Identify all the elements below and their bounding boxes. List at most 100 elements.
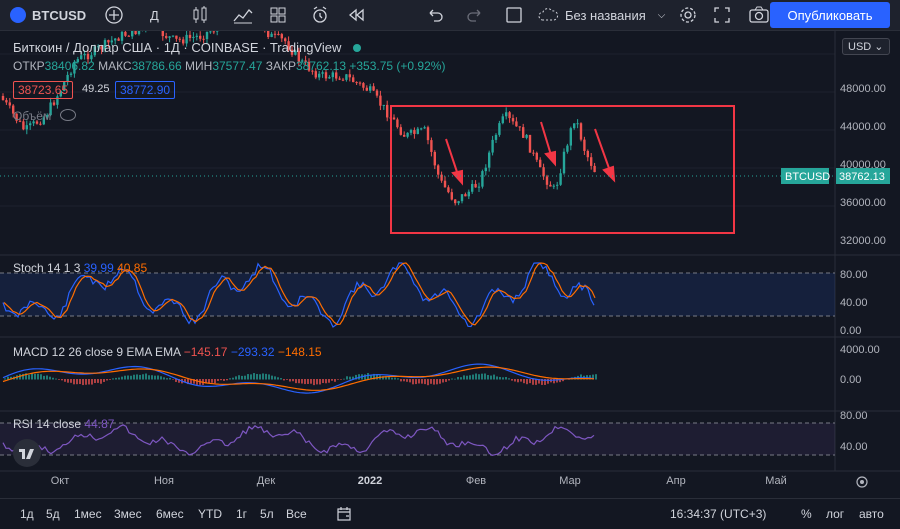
- log-toggle[interactable]: лог: [826, 507, 845, 521]
- sell-price-button[interactable]: 38723.65: [13, 81, 74, 99]
- bitcoin-logo-icon: [10, 7, 26, 23]
- alert-icon: [313, 6, 327, 23]
- range-6m[interactable]: 6мес: [156, 507, 184, 521]
- alert-button[interactable]: [310, 0, 330, 30]
- stoch-tick: 80.00: [840, 269, 868, 281]
- rsi-label: RSI 14 close: [13, 417, 82, 431]
- snapshot-button[interactable]: [748, 0, 770, 30]
- range-ytd[interactable]: YTD: [198, 507, 222, 521]
- clock[interactable]: 16:34:37 (UTC+3): [670, 507, 767, 521]
- camera-icon: [749, 6, 769, 23]
- high-label: МАКС: [98, 59, 132, 73]
- layout-button[interactable]: [504, 0, 524, 30]
- undo-button[interactable]: [426, 0, 444, 30]
- eye-icon[interactable]: [60, 109, 76, 121]
- stoch-band: [0, 273, 835, 316]
- stoch-d-value: 40.85: [117, 261, 148, 275]
- percent-toggle[interactable]: %: [801, 507, 812, 521]
- settings-button[interactable]: [678, 0, 698, 30]
- range-1d[interactable]: 1д: [20, 507, 34, 521]
- range-5y[interactable]: 5л: [260, 507, 274, 521]
- status-dot: [353, 44, 362, 52]
- bars-icon: [193, 6, 207, 23]
- low-value: 37577.47: [212, 59, 263, 73]
- rsi-band: [0, 423, 835, 455]
- open-value: 38406.82: [44, 59, 95, 73]
- layout-name-button[interactable]: Без названия ⌵: [537, 0, 665, 30]
- close-label: ЗАКР: [265, 59, 296, 73]
- undo-icon: [429, 9, 443, 22]
- range-1m[interactable]: 1мес: [74, 507, 102, 521]
- auto-toggle[interactable]: авто: [859, 507, 884, 521]
- symbol-tag: [781, 168, 829, 184]
- price-candles: [1, 31, 596, 206]
- macd-histogram: [4, 373, 597, 386]
- time-tick: Дек: [257, 475, 276, 487]
- settings-icon: [680, 7, 696, 23]
- range-1y[interactable]: 1г: [236, 507, 248, 521]
- chevron-down-icon: ⌄: [874, 41, 884, 53]
- time-tick: Май: [765, 475, 787, 487]
- publish-button[interactable]: Опубликовать: [770, 2, 890, 28]
- stoch-tick: 40.00: [840, 297, 868, 309]
- buy-price-button[interactable]: 38772.90: [115, 81, 176, 99]
- time-tick: Мар: [559, 475, 581, 487]
- macd-signal-line: [2, 366, 595, 391]
- chart-area[interactable]: Окт Ноя Дек 2022 Фев Мар Апр Май 48000.0…: [0, 31, 900, 497]
- calendar-icon: [337, 507, 351, 521]
- layout-name: Без названия: [565, 7, 646, 23]
- price-tick: 48000.00: [840, 83, 886, 95]
- chart-title[interactable]: Биткоин / Доллар США · 1Д · COINBASE · T…: [13, 40, 362, 55]
- fullscreen-icon: [714, 7, 730, 23]
- symbol-tag-label: BTCUSD: [785, 171, 830, 183]
- compare-button[interactable]: [104, 0, 124, 30]
- price-tick: 44000.00: [840, 121, 886, 133]
- range-3m[interactable]: 3мес: [114, 507, 142, 521]
- volume-legend: Объём: [13, 109, 52, 123]
- macd-line: [2, 363, 595, 394]
- redo-button[interactable]: [466, 0, 484, 30]
- currency-selector[interactable]: USD ⌄: [842, 38, 890, 55]
- interval-button[interactable]: Д: [150, 0, 159, 30]
- stoch-d-line: [3, 262, 596, 326]
- grid-icon: [270, 7, 286, 23]
- tradingview-logo-icon[interactable]: [13, 439, 41, 467]
- macd-hist-value: −145.17: [183, 345, 228, 359]
- stoch-tick: 0.00: [840, 325, 861, 337]
- axis-settings-icon[interactable]: [856, 476, 868, 488]
- range-all[interactable]: Все: [286, 507, 307, 521]
- time-tick: Апр: [666, 475, 685, 487]
- goto-date-button[interactable]: [336, 499, 352, 529]
- stoch-k-value: 39.99: [83, 261, 114, 275]
- symbol-label: BTCUSD: [32, 7, 87, 23]
- rsi-tick: 40.00: [840, 441, 868, 453]
- rsi-line: [2, 424, 595, 457]
- replay-icon: [348, 8, 364, 22]
- chart-canvas[interactable]: Окт Ноя Дек 2022 Фев Мар Апр Май 48000.0…: [0, 31, 900, 497]
- symbol-search[interactable]: BTCUSD: [10, 0, 86, 30]
- replay-button[interactable]: [346, 0, 366, 30]
- top-toolbar: BTCUSD Д Без названия ⌵ Опубликовать: [0, 0, 900, 31]
- price-tag: [836, 168, 890, 184]
- range-5d[interactable]: 5д: [46, 507, 60, 521]
- macd-signal-value: −148.15: [277, 345, 322, 359]
- cloud-icon: [538, 8, 559, 21]
- rsi-value: 44.87: [84, 417, 115, 431]
- rsi-legend[interactable]: RSI 14 close 44.87: [13, 417, 114, 431]
- price-tick: 36000.00: [840, 197, 886, 209]
- rsi-tick: 80.00: [840, 410, 868, 422]
- macd-label: MACD 12 26 close 9 EMA EMA: [13, 345, 181, 359]
- chart-type-button[interactable]: [190, 0, 210, 30]
- fullscreen-button[interactable]: [712, 0, 732, 30]
- interval-label: Д: [150, 7, 159, 23]
- indicators-button[interactable]: [232, 0, 254, 30]
- macd-value: −293.32: [230, 345, 275, 359]
- macd-legend[interactable]: MACD 12 26 close 9 EMA EMA −145.17 −293.…: [13, 345, 322, 359]
- stoch-legend[interactable]: Stoch 14 1 3 39.99 40.85: [13, 261, 147, 275]
- change-value: +353.75 (+0.92%): [349, 59, 446, 73]
- open-label: ОТКР: [13, 59, 45, 73]
- redo-icon: [467, 9, 481, 22]
- highlight-rectangle[interactable]: [390, 105, 735, 234]
- templates-button[interactable]: [268, 0, 288, 30]
- annotation-arrows[interactable]: [445, 121, 616, 186]
